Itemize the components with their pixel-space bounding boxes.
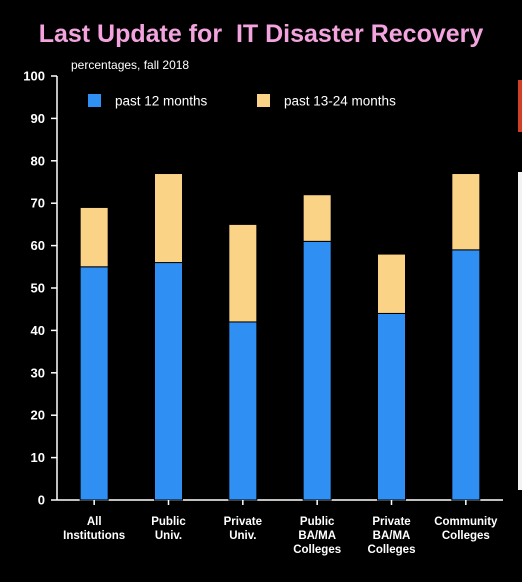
y-tick-label: 30 (31, 365, 45, 380)
chart-subtitle: percentages, fall 2018 (71, 58, 190, 72)
bar-past-13-24-months (451, 173, 481, 251)
legend-swatch (257, 94, 270, 107)
bar-past-12-months (228, 321, 258, 501)
bar-past-13-24-months (79, 206, 109, 268)
y-tick-label: 80 (31, 153, 45, 168)
legend-swatch (88, 94, 101, 107)
y-tick-label: 100 (23, 69, 45, 84)
bar-past-13-24-months (377, 253, 406, 314)
x-tick-label: Public Univ. (151, 516, 186, 542)
bar-past-13-24-months (154, 173, 183, 264)
y-tick-label: 0 (38, 493, 45, 508)
y-tick-label: 60 (31, 238, 45, 253)
y-tick-label: 10 (31, 450, 45, 465)
bar-past-12-months (79, 266, 109, 501)
background-panel-edge (518, 172, 522, 490)
background-panel-edge (518, 80, 522, 132)
bar-past-12-months (154, 262, 183, 501)
legend-label: past 12 months (115, 94, 208, 109)
x-tick-label: Community Colleges (434, 516, 498, 542)
legend-label: past 13-24 months (284, 94, 396, 109)
bar-past-12-months (377, 312, 406, 501)
y-tick-label: 70 (31, 196, 45, 211)
y-tick-label: 90 (31, 111, 45, 126)
x-tick-label: Private BA/MA Colleges (368, 516, 416, 556)
y-tick-label: 40 (31, 323, 45, 338)
x-tick-label: Private Univ. (224, 516, 262, 542)
bar-past-12-months (451, 249, 481, 501)
bar-past-12-months (302, 240, 332, 501)
x-tick-label: All Institutions (63, 516, 125, 542)
x-tick-label: Public BA/MA Colleges (293, 516, 341, 556)
y-tick-label: 50 (31, 281, 45, 296)
bar-past-13-24-months (228, 223, 258, 323)
y-tick-label: 20 (31, 408, 45, 423)
chart-title: Last Update for IT Disaster Recovery (38, 20, 484, 48)
bar-past-13-24-months (302, 194, 332, 242)
